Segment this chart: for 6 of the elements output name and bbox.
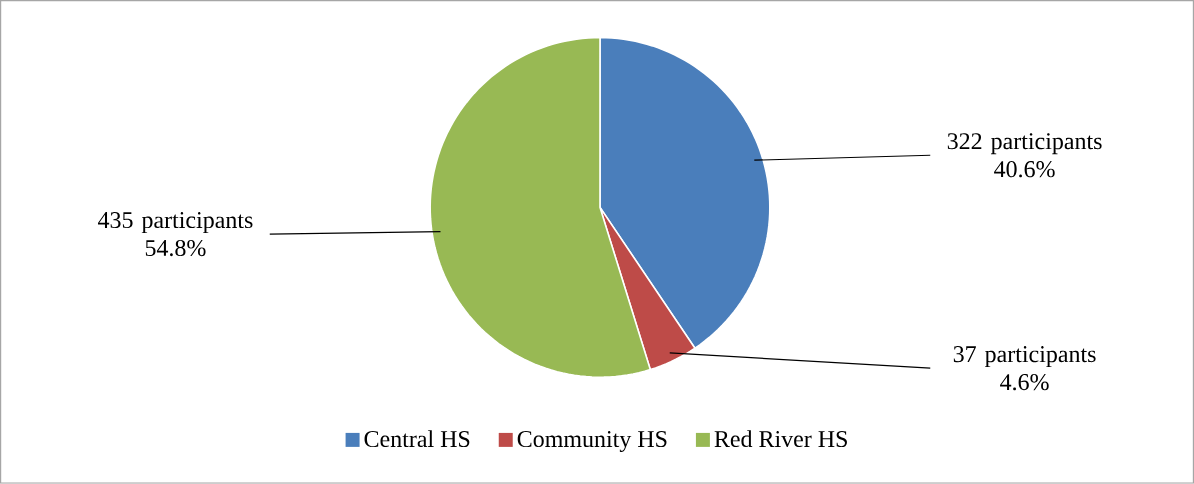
legend-label: Community HS: [517, 431, 667, 453]
legend-label: Red River HS: [714, 430, 847, 448]
data-label: 435 participants 54.8%: [97, 212, 253, 257]
data-label: 37 participants 4.6%: [953, 346, 1096, 391]
legend-label: Central HS: [364, 430, 470, 448]
data-label: 322 participants 40.6%: [947, 133, 1102, 178]
